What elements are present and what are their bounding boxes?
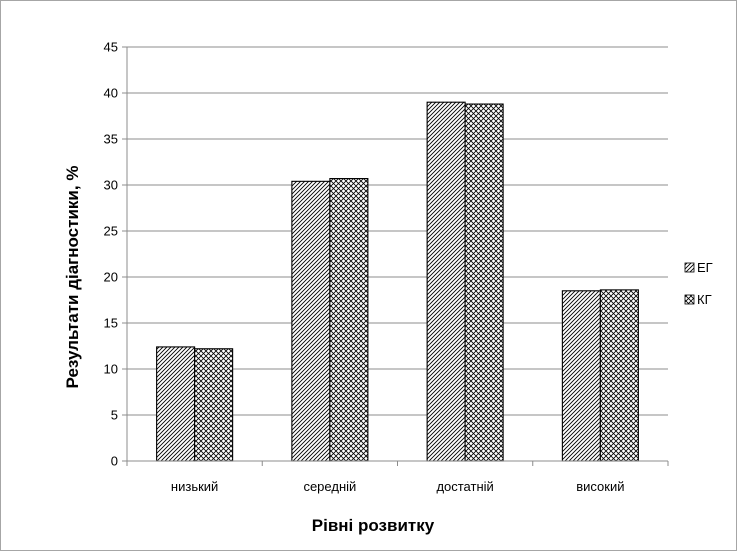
legend-label-kg: КГ [697,292,712,307]
legend-swatch-kg [684,294,695,305]
y-tick-label: 20 [104,270,118,285]
bar-kg [464,103,504,462]
y-tick-label: 0 [111,454,118,469]
y-tick-label: 35 [104,132,118,147]
bar-eg [156,346,196,462]
bar-eg [426,101,466,462]
legend-label-eg: ЕГ [697,260,713,275]
bar-eg [561,290,601,462]
axes [126,47,669,466]
y-tick-label: 45 [104,40,118,55]
bar-kg [599,289,639,462]
bars [156,101,639,462]
x-axis-labels: низький середній достатній високий [171,479,625,494]
y-tick-label: 25 [104,224,118,239]
y-axis-ticks: 0 5 10 15 20 25 30 35 40 45 [104,40,127,469]
bar-kg [194,348,234,462]
y-tick-label: 30 [104,178,118,193]
x-axis-title: Рівні розвитку [312,516,435,535]
y-tick-label: 10 [104,362,118,377]
y-tick-label: 15 [104,316,118,331]
x-tick-label: достатній [436,479,493,494]
bar-kg [329,178,369,462]
x-tick-label: високий [576,479,624,494]
y-tick-label: 5 [111,408,118,423]
bar-eg [291,180,331,462]
legend: ЕГ КГ [684,260,713,307]
legend-swatch-eg [684,262,695,273]
y-axis-title: Результати діагностики, % [63,166,82,389]
y-tick-label: 40 [104,86,118,101]
x-tick-label: низький [171,479,218,494]
x-tick-label: середній [303,479,356,494]
